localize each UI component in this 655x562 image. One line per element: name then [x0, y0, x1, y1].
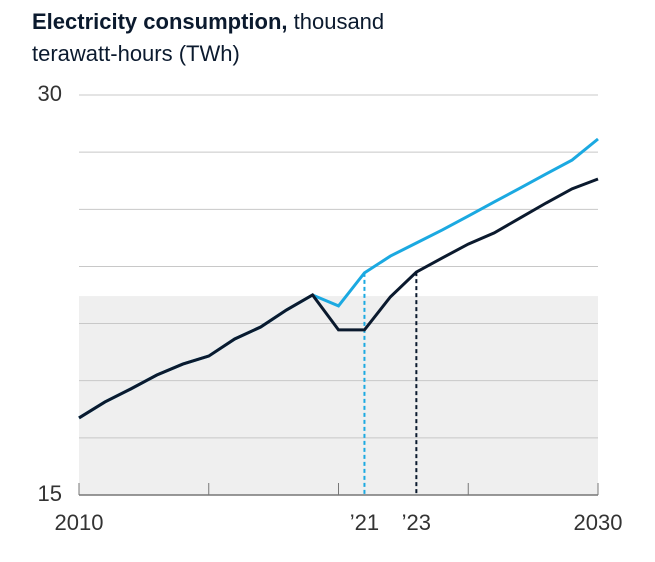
- line-series: [78, 177, 599, 420]
- marker-label: ’23: [402, 510, 431, 535]
- title-rest: thousand terawatt-hours (TWh): [32, 9, 385, 66]
- x-tick-label: 2010: [55, 510, 104, 535]
- y-tick-label: 30: [38, 81, 62, 106]
- marker-label: ’21: [350, 510, 379, 535]
- x-tick-label: 2030: [574, 510, 623, 535]
- y-tick-label: 15: [38, 481, 62, 506]
- title-bold: Electricity consumption,: [32, 9, 288, 34]
- shaded-band: [79, 296, 598, 495]
- chart-title: Electricity consumption, thousand terawa…: [32, 6, 452, 70]
